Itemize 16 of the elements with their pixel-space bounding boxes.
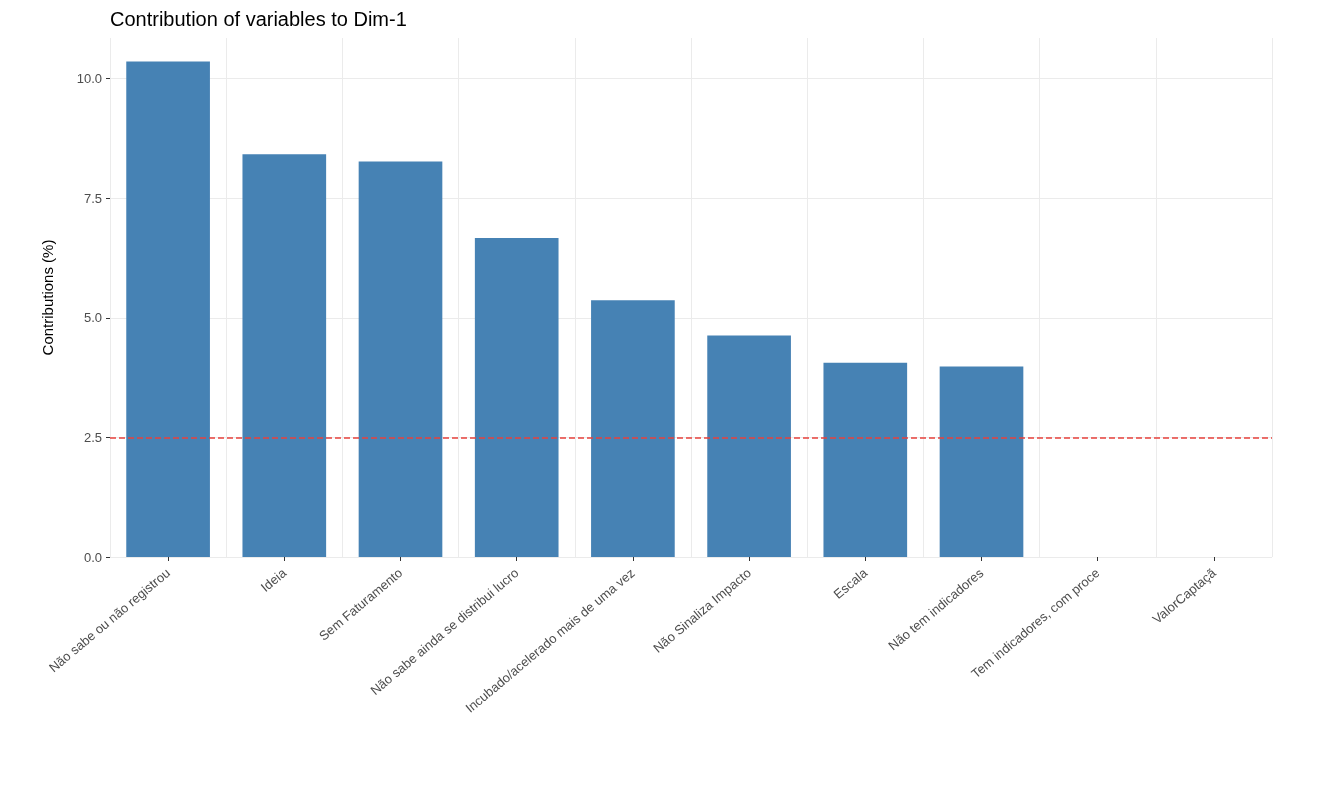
y-tick-label: 5.0 <box>83 310 102 326</box>
bar <box>358 161 443 557</box>
bar <box>474 237 559 557</box>
y-tick-label: 7.5 <box>83 190 102 206</box>
bar <box>939 366 1024 557</box>
bar <box>707 335 791 557</box>
y-tick-label: 2.5 <box>83 429 102 445</box>
x-tick-label: Ideia <box>257 564 290 595</box>
y-tick-label: 0.0 <box>83 549 102 565</box>
bar <box>126 61 210 557</box>
y-tick-label: 10.0 <box>76 71 102 87</box>
y-axis-title: Contributions (%) <box>39 239 56 356</box>
bar <box>591 300 675 557</box>
bar <box>242 154 327 557</box>
chart-title: Contribution of variables to Dim-1 <box>110 8 407 30</box>
bar <box>823 362 908 557</box>
